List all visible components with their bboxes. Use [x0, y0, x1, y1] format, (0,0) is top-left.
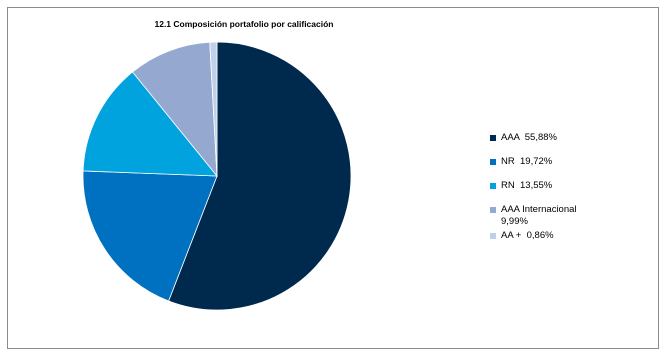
legend-label: NR 19,72%: [501, 156, 553, 167]
legend-swatch: [490, 207, 496, 213]
pie-slice-nr: [82, 170, 218, 302]
pie-slice-aaa: [168, 41, 352, 311]
legend-label: AAA Internacional 9,99%: [501, 204, 577, 227]
legend-label: RN 13,55%: [501, 180, 553, 191]
legend-item-aa: AA + 0,86%: [490, 230, 640, 242]
legend-item-aaa-internacional: AAA Internacional 9,99%: [490, 204, 640, 228]
chart-legend: AAA 55,88% NR 19,72% RN 13,55% AAA Internac…: [490, 132, 640, 242]
chart-frame: 12.1 Composición portafolio por califica…: [7, 7, 659, 349]
legend-item-nr: NR 19,72%: [490, 156, 640, 168]
pie-slice-rn: [82, 71, 218, 177]
legend-swatch: [490, 183, 496, 189]
legend-item-aaa: AAA 55,88%: [490, 132, 640, 144]
legend-swatch: [490, 233, 496, 239]
pie-slice-aa: [209, 41, 218, 177]
legend-label: AA + 0,86%: [501, 230, 554, 241]
pie-chart: [82, 41, 352, 311]
pie-slice-aaa-internacional: [131, 41, 218, 178]
legend-label: AAA 55,88%: [501, 132, 557, 143]
legend-swatch: [490, 159, 496, 165]
chart-title: 12.1 Composición portafolio por califica…: [154, 19, 334, 29]
legend-swatch: [490, 135, 496, 141]
legend-item-rn: RN 13,55%: [490, 180, 640, 192]
